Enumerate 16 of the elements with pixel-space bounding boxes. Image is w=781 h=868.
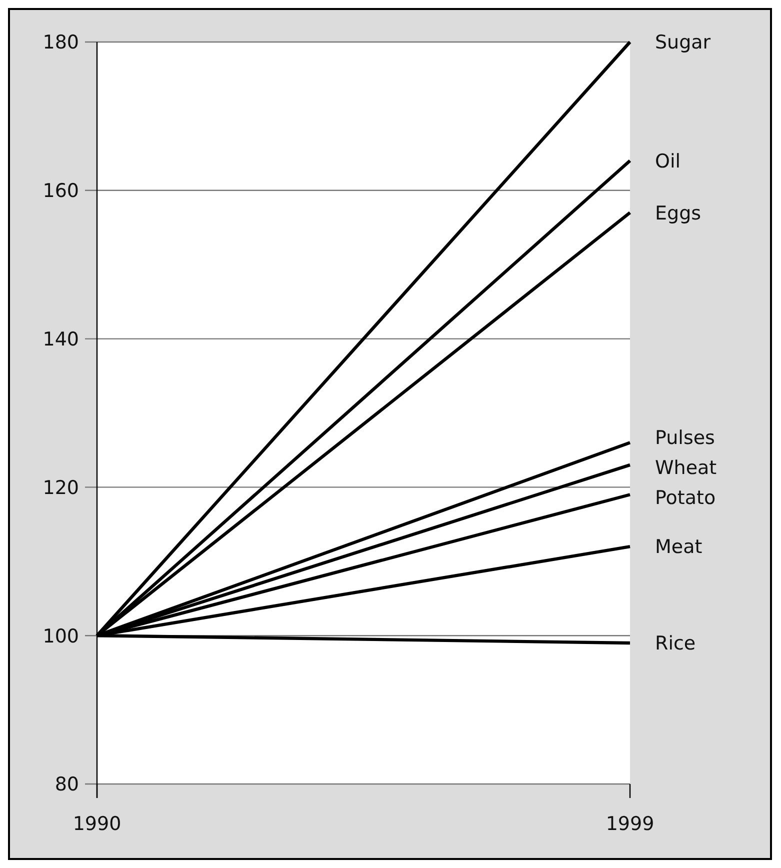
- series-label: Eggs: [655, 202, 702, 224]
- series-label: Meat: [655, 536, 702, 558]
- series-label: Sugar: [655, 32, 711, 54]
- y-tick-label: 180: [42, 32, 79, 54]
- series-label: Rice: [655, 632, 696, 655]
- y-tick-label: 140: [42, 328, 79, 350]
- y-tick-label: 160: [42, 180, 79, 202]
- x-tick-label: 1990: [72, 813, 122, 835]
- x-tick-label: 1999: [606, 813, 654, 835]
- series-label: Pulses: [655, 427, 715, 450]
- y-tick-label: 120: [42, 476, 79, 499]
- series-label: Potato: [655, 487, 716, 510]
- y-tick-label: 80: [54, 774, 79, 796]
- series-label: Oil: [655, 150, 681, 172]
- y-tick-label: 100: [42, 625, 79, 648]
- series-label: Wheat: [655, 457, 717, 480]
